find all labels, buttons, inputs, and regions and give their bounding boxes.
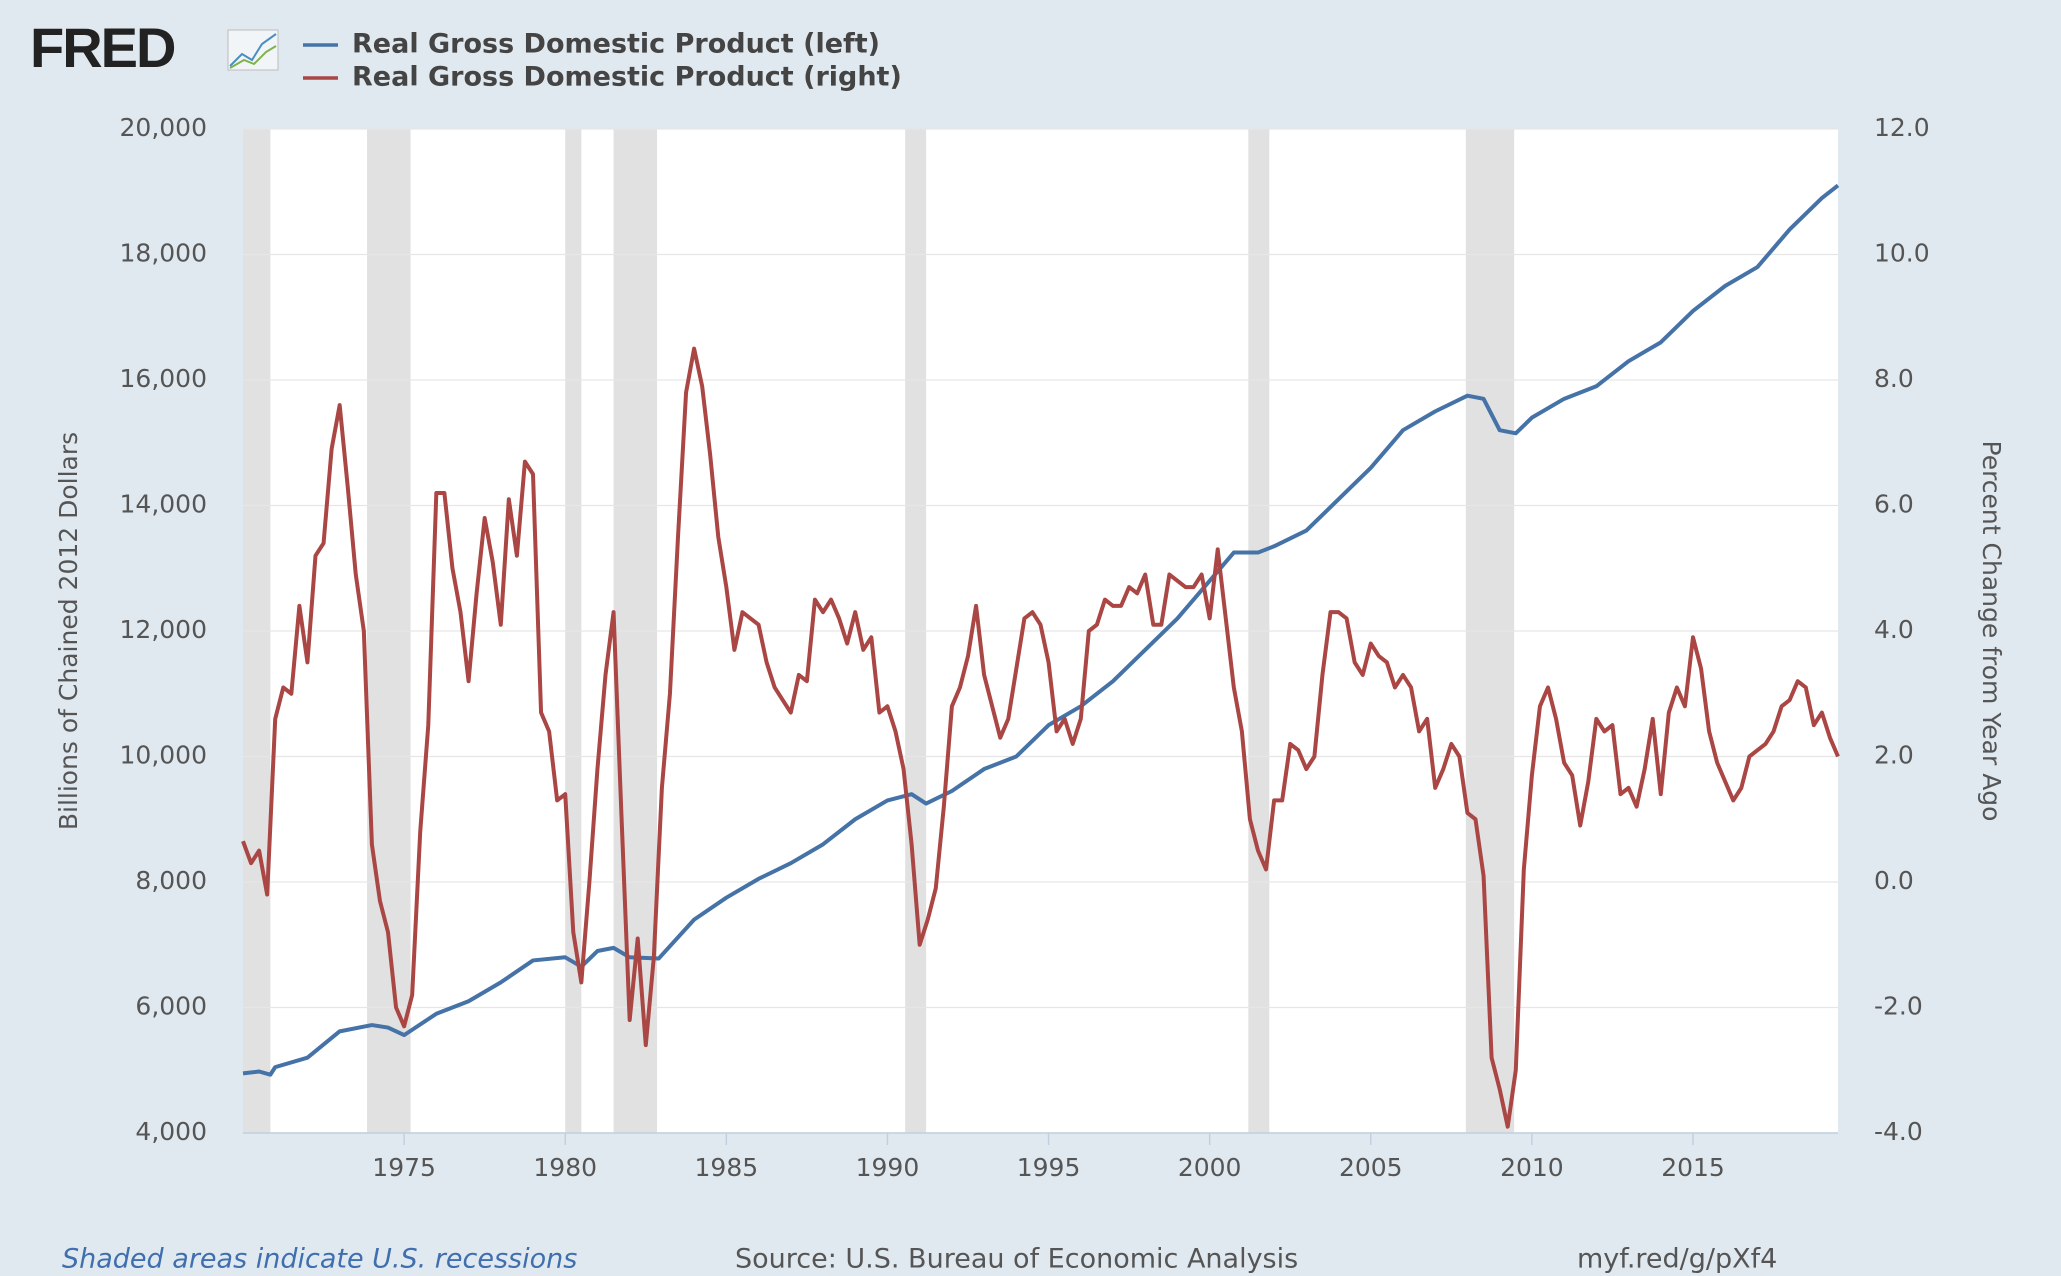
y2-tick-label: 2.0 — [1874, 741, 1914, 770]
footer-note: Shaded areas indicate U.S. recessions — [62, 1244, 577, 1275]
x-tick-label: 1975 — [372, 1153, 436, 1182]
y2-tick-label: -2.0 — [1874, 992, 1923, 1021]
legend-label: Real Gross Domestic Product (right) — [352, 62, 902, 93]
footer-link[interactable]: myf.red/g/pXf4 — [1577, 1244, 1777, 1275]
x-tick-label: 2015 — [1661, 1153, 1725, 1182]
y2-tick-label: 8.0 — [1874, 364, 1914, 393]
y-tick-label: 10,000 — [120, 741, 207, 770]
left-axis-label: Billions of Chained 2012 Dollars — [54, 432, 83, 830]
y-tick-label: 14,000 — [120, 490, 207, 519]
y-tick-label: 8,000 — [135, 866, 207, 895]
x-tick-label: 2000 — [1178, 1153, 1242, 1182]
y2-tick-label: 4.0 — [1874, 615, 1914, 644]
y-tick-label: 6,000 — [135, 992, 207, 1021]
y2-tick-label: 6.0 — [1874, 490, 1914, 519]
x-tick-label: 2010 — [1500, 1153, 1564, 1182]
x-tick-label: 1980 — [533, 1153, 597, 1182]
y-tick-label: 20,000 — [120, 113, 207, 142]
y2-tick-label: -4.0 — [1874, 1117, 1923, 1146]
y-tick-label: 16,000 — [120, 364, 207, 393]
logo: FRED — [30, 16, 175, 79]
data-line — [242, 183, 1840, 1077]
data-line — [241, 346, 1840, 1129]
legend-label: Real Gross Domestic Product (left) — [352, 29, 880, 60]
x-tick-label: 2005 — [1339, 1153, 1403, 1182]
x-tick-label: 1985 — [695, 1153, 759, 1182]
y-tick-label: 12,000 — [120, 615, 207, 644]
y2-tick-label: 10.0 — [1874, 239, 1930, 268]
y2-tick-label: 12.0 — [1874, 113, 1930, 142]
x-tick-label: 1995 — [1017, 1153, 1081, 1182]
logo-icon — [227, 29, 279, 71]
footer-source: Source: U.S. Bureau of Economic Analysis — [735, 1244, 1298, 1275]
x-tick-label: 1990 — [856, 1153, 920, 1182]
right-axis-label: Percent Change from Year Ago — [1977, 441, 2006, 822]
y-tick-label: 4,000 — [135, 1117, 207, 1146]
y2-tick-label: 0.0 — [1874, 866, 1914, 895]
y-tick-label: 18,000 — [120, 239, 207, 268]
